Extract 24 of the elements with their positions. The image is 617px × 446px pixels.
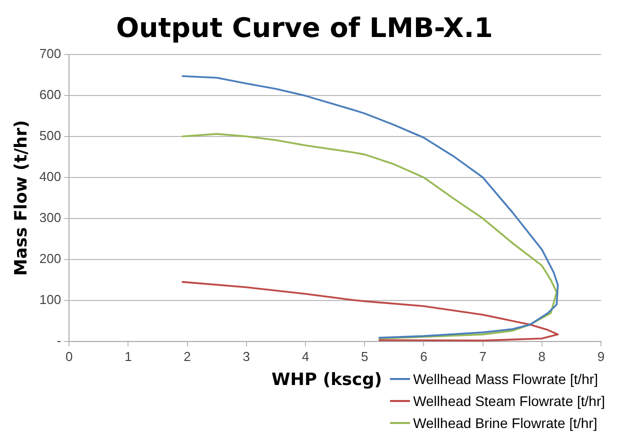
y-tick-label: 300 [39, 210, 62, 225]
x-tick-label: 7 [479, 348, 486, 364]
y-tick-label: - [56, 332, 62, 348]
x-axis-title: WHP (kscg) [271, 370, 382, 390]
y-tick-label: 500 [39, 128, 62, 143]
y-tick-label: 600 [39, 86, 62, 102]
legend-label: Wellhead Brine Flowrate [t/hr] [413, 415, 598, 431]
y-tick-label: 200 [39, 250, 62, 266]
legend-label: Wellhead Mass Flowrate [t/hr] [413, 371, 598, 387]
x-tick-label: 8 [538, 348, 546, 364]
x-tick-label: 3 [242, 348, 250, 364]
x-tick-label: 0 [65, 348, 73, 364]
x-tick-label: 9 [597, 348, 605, 364]
x-tick-label: 1 [124, 348, 132, 364]
y-axis-title: Mass Flow (t/hr) [12, 120, 32, 276]
chart-title: Output Curve of LMB-X.1 [116, 13, 493, 44]
y-tick-label: 400 [39, 168, 62, 184]
y-tick-label: 700 [39, 46, 62, 61]
x-tick-label: 6 [420, 348, 428, 364]
x-tick-label: 2 [184, 348, 191, 364]
y-tick-label: 100 [39, 292, 62, 307]
legend-label: Wellhead Steam Flowrate [t/hr] [413, 393, 605, 409]
x-tick-label: 5 [360, 348, 368, 364]
x-tick-label: 4 [302, 348, 310, 364]
